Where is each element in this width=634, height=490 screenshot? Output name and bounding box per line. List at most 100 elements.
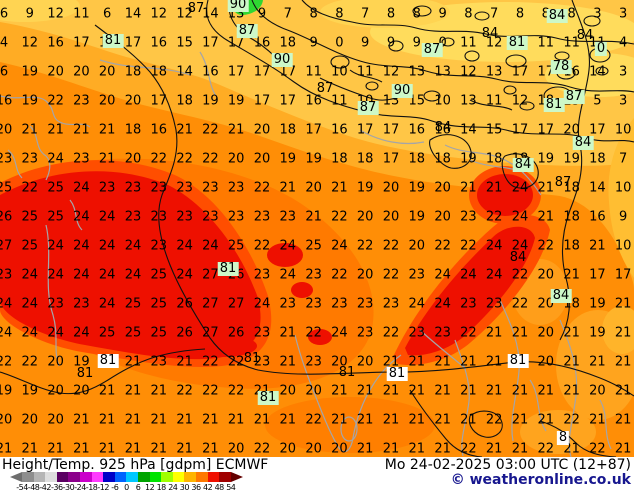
temp-value: 21 bbox=[227, 122, 245, 138]
temp-value: 19 bbox=[563, 151, 580, 167]
color-scale-tick: 24 bbox=[168, 483, 178, 490]
temp-value: 20 bbox=[305, 180, 322, 196]
temp-value: 8 bbox=[567, 6, 576, 22]
temp-value: 22 bbox=[382, 325, 400, 341]
color-scale-tick: 42 bbox=[203, 483, 213, 490]
color-scale-cell bbox=[114, 472, 127, 482]
contour-label: 81 bbox=[543, 97, 565, 112]
color-scale-cell bbox=[33, 472, 46, 482]
temp-value: 16 bbox=[150, 35, 168, 51]
temp-value: 21 bbox=[279, 412, 297, 428]
temp-value: 9 bbox=[361, 35, 370, 51]
temp-value: 23 bbox=[460, 209, 477, 225]
temp-value: 20 bbox=[331, 354, 348, 370]
temp-value: 21 bbox=[253, 412, 271, 428]
temp-value: 17 bbox=[537, 122, 555, 138]
temp-value: 20 bbox=[408, 238, 426, 254]
temp-value: 21 bbox=[150, 412, 168, 428]
temp-value: 19 bbox=[305, 151, 322, 167]
color-scale-tick: 48 bbox=[214, 483, 225, 490]
temp-value: 20 bbox=[47, 64, 64, 80]
temp-value: 9 bbox=[257, 6, 267, 22]
temp-value: 27 bbox=[0, 238, 13, 254]
contour-label: 84 bbox=[572, 135, 594, 150]
contour-label: 87 bbox=[187, 1, 205, 16]
temp-value: 21 bbox=[537, 412, 555, 428]
temp-value: 9 bbox=[309, 35, 318, 51]
temp-value: 21 bbox=[589, 354, 606, 370]
temp-value: 18 bbox=[563, 238, 580, 254]
temp-value: 21 bbox=[98, 383, 116, 399]
temp-value: 23 bbox=[150, 180, 168, 196]
temp-value: 20 bbox=[331, 441, 348, 457]
temp-value: 19 bbox=[589, 296, 606, 312]
temp-value: 21 bbox=[537, 180, 555, 196]
temp-value: 20 bbox=[73, 64, 90, 80]
temp-value: 13 bbox=[434, 64, 451, 80]
color-scale-cell bbox=[126, 472, 138, 482]
temp-value: 10 bbox=[614, 122, 632, 138]
temp-value: 24 bbox=[47, 267, 64, 283]
temp-value: 12 bbox=[511, 93, 529, 109]
temp-value: 17 bbox=[511, 122, 529, 138]
temp-value: 18 bbox=[124, 64, 142, 80]
temp-value: 16 bbox=[47, 35, 64, 51]
temp-value: 21 bbox=[98, 412, 116, 428]
temp-value: 22 bbox=[331, 267, 348, 283]
temp-value: 21 bbox=[434, 354, 451, 370]
temp-value: 22 bbox=[563, 412, 580, 428]
temp-value: 26 bbox=[176, 296, 193, 312]
temp-value: 6 bbox=[0, 6, 9, 22]
temp-value: 22 bbox=[0, 354, 13, 370]
temp-value: 23 bbox=[47, 296, 64, 312]
temp-value: 21 bbox=[331, 383, 348, 399]
color-scale-cell bbox=[68, 472, 80, 482]
color-scale-tick: 30 bbox=[179, 483, 190, 490]
temp-value: 22 bbox=[434, 238, 451, 254]
temp-value: 21 bbox=[279, 325, 297, 341]
contour-label: 84 bbox=[512, 157, 534, 172]
temp-value: 17 bbox=[589, 122, 606, 138]
contour-label: 84 bbox=[481, 26, 499, 41]
temp-value: 17 bbox=[614, 267, 632, 283]
temp-value: 6 bbox=[103, 6, 112, 22]
temp-value: 24 bbox=[511, 180, 529, 196]
temp-value: 21 bbox=[485, 354, 503, 370]
temp-value: 23 bbox=[150, 238, 168, 254]
color-scale-cell bbox=[184, 472, 196, 482]
temp-value: 22 bbox=[356, 238, 374, 254]
temp-value: 12 bbox=[47, 6, 64, 22]
temp-value: 20 bbox=[305, 383, 322, 399]
temp-value: 20 bbox=[563, 122, 580, 138]
temp-value: 24 bbox=[21, 267, 39, 283]
height-contours bbox=[0, 0, 634, 457]
temp-value: 21 bbox=[331, 412, 348, 428]
temp-value: 22 bbox=[485, 209, 503, 225]
temp-value: 9 bbox=[438, 6, 447, 22]
temp-value: 3 bbox=[593, 6, 602, 22]
temp-value: 17 bbox=[511, 64, 529, 80]
temp-value: 19 bbox=[73, 354, 90, 370]
temp-value: 21 bbox=[408, 412, 426, 428]
temp-value: 20 bbox=[356, 354, 374, 370]
color-scale-cell bbox=[172, 472, 185, 482]
color-scale-tick: -30 bbox=[62, 483, 75, 490]
temp-value: 0 bbox=[438, 35, 447, 51]
temp-value: 11 bbox=[460, 35, 477, 51]
contour-label: 87 bbox=[357, 100, 379, 115]
temp-value: 24 bbox=[331, 238, 348, 254]
contour-label: 87 bbox=[554, 175, 572, 190]
temp-value: 19 bbox=[408, 180, 426, 196]
temp-value: 8 bbox=[515, 6, 525, 22]
temp-value: 25 bbox=[21, 238, 39, 254]
temp-value: 22 bbox=[21, 180, 39, 196]
temp-value: 21 bbox=[537, 209, 555, 225]
temp-value: 24 bbox=[434, 267, 451, 283]
weather-map: 6912116141212141397887889878883341216171… bbox=[0, 0, 634, 457]
color-scale-cell bbox=[219, 472, 231, 482]
temp-value: 24 bbox=[434, 296, 451, 312]
temp-value: 18 bbox=[150, 64, 168, 80]
temp-value: 22 bbox=[150, 151, 168, 167]
temp-value: 20 bbox=[537, 296, 555, 312]
temp-value: 19 bbox=[408, 209, 426, 225]
